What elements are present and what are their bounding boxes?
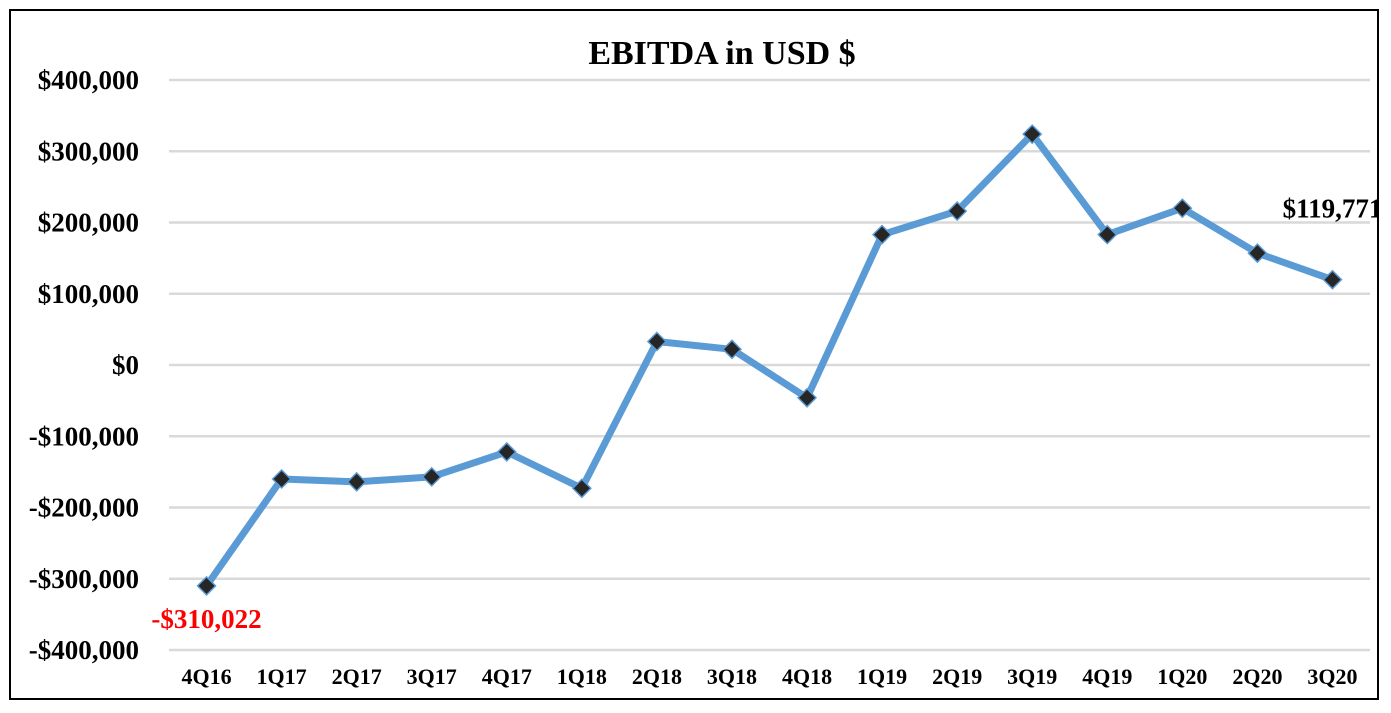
data-point-marker [346,471,367,492]
y-tick-label: $0 [112,350,139,380]
data-labels: -$310,022 $119,771 [151,194,1377,634]
x-tick-label: 3Q17 [407,664,457,689]
x-tick-label: 2Q19 [932,664,982,689]
series-markers [196,124,1343,596]
y-tick-label: $100,000 [38,279,139,309]
data-point-marker [1172,198,1193,219]
x-tick-label: 3Q20 [1307,664,1357,689]
x-axis-tick-labels: 4Q16 1Q17 2Q17 3Q17 4Q17 1Q18 2Q18 3Q18 4Q18 1Q19… [181,664,1357,689]
data-point-marker [571,478,592,499]
x-tick-label: 2Q18 [632,664,682,689]
series-line [203,130,1336,590]
y-tick-label: -$400,000 [29,635,139,665]
y-tick-label: -$300,000 [29,564,139,594]
data-point-marker [196,575,217,596]
data-point-marker [1322,269,1343,290]
chart-title: EBITDA in USD $ [588,35,855,72]
y-tick-label: -$200,000 [29,493,139,523]
x-tick-label: 2Q17 [332,664,382,689]
data-point-marker [872,224,893,245]
y-tick-label: -$100,000 [29,421,139,451]
x-tick-label: 4Q16 [181,664,231,689]
gridlines [169,78,1370,652]
data-point-marker [421,466,442,487]
y-tick-label: $400,000 [38,65,139,95]
data-point-marker [796,387,818,408]
series-line-layer [203,130,1336,590]
data-point-marker [1247,243,1268,264]
y-tick-label: $300,000 [38,136,139,166]
data-label: -$310,022 [151,604,261,634]
y-axis-tick-labels: $400,000 $300,000 $200,000 $100,000 $0 -$100,… [29,65,139,665]
y-tick-label: $200,000 [38,208,139,238]
data-point-marker [947,201,968,222]
x-tick-label: 3Q19 [1007,664,1057,689]
x-tick-label: 4Q19 [1082,664,1132,689]
data-point-marker [721,339,743,360]
data-point-marker [646,331,667,352]
x-tick-label: 3Q18 [707,664,757,689]
x-tick-label: 1Q20 [1157,664,1207,689]
x-tick-label: 1Q19 [857,664,907,689]
x-tick-label: 4Q17 [482,664,532,689]
x-tick-label: 1Q18 [557,664,607,689]
x-tick-label: 4Q18 [782,664,832,689]
data-point-marker [496,441,517,462]
chart-frame: EBITDA in USD $ $400,000 $300,000 $200,000… [9,9,1379,700]
data-point-marker [271,468,292,490]
x-tick-label: 2Q20 [1232,664,1282,689]
chart-svg: EBITDA in USD $ $400,000 $300,000 $200,000… [29,35,1377,689]
data-point-marker [1022,124,1043,145]
data-point-marker [1097,224,1118,245]
x-tick-label: 1Q17 [257,664,307,689]
data-label: $119,771 [1283,194,1377,224]
